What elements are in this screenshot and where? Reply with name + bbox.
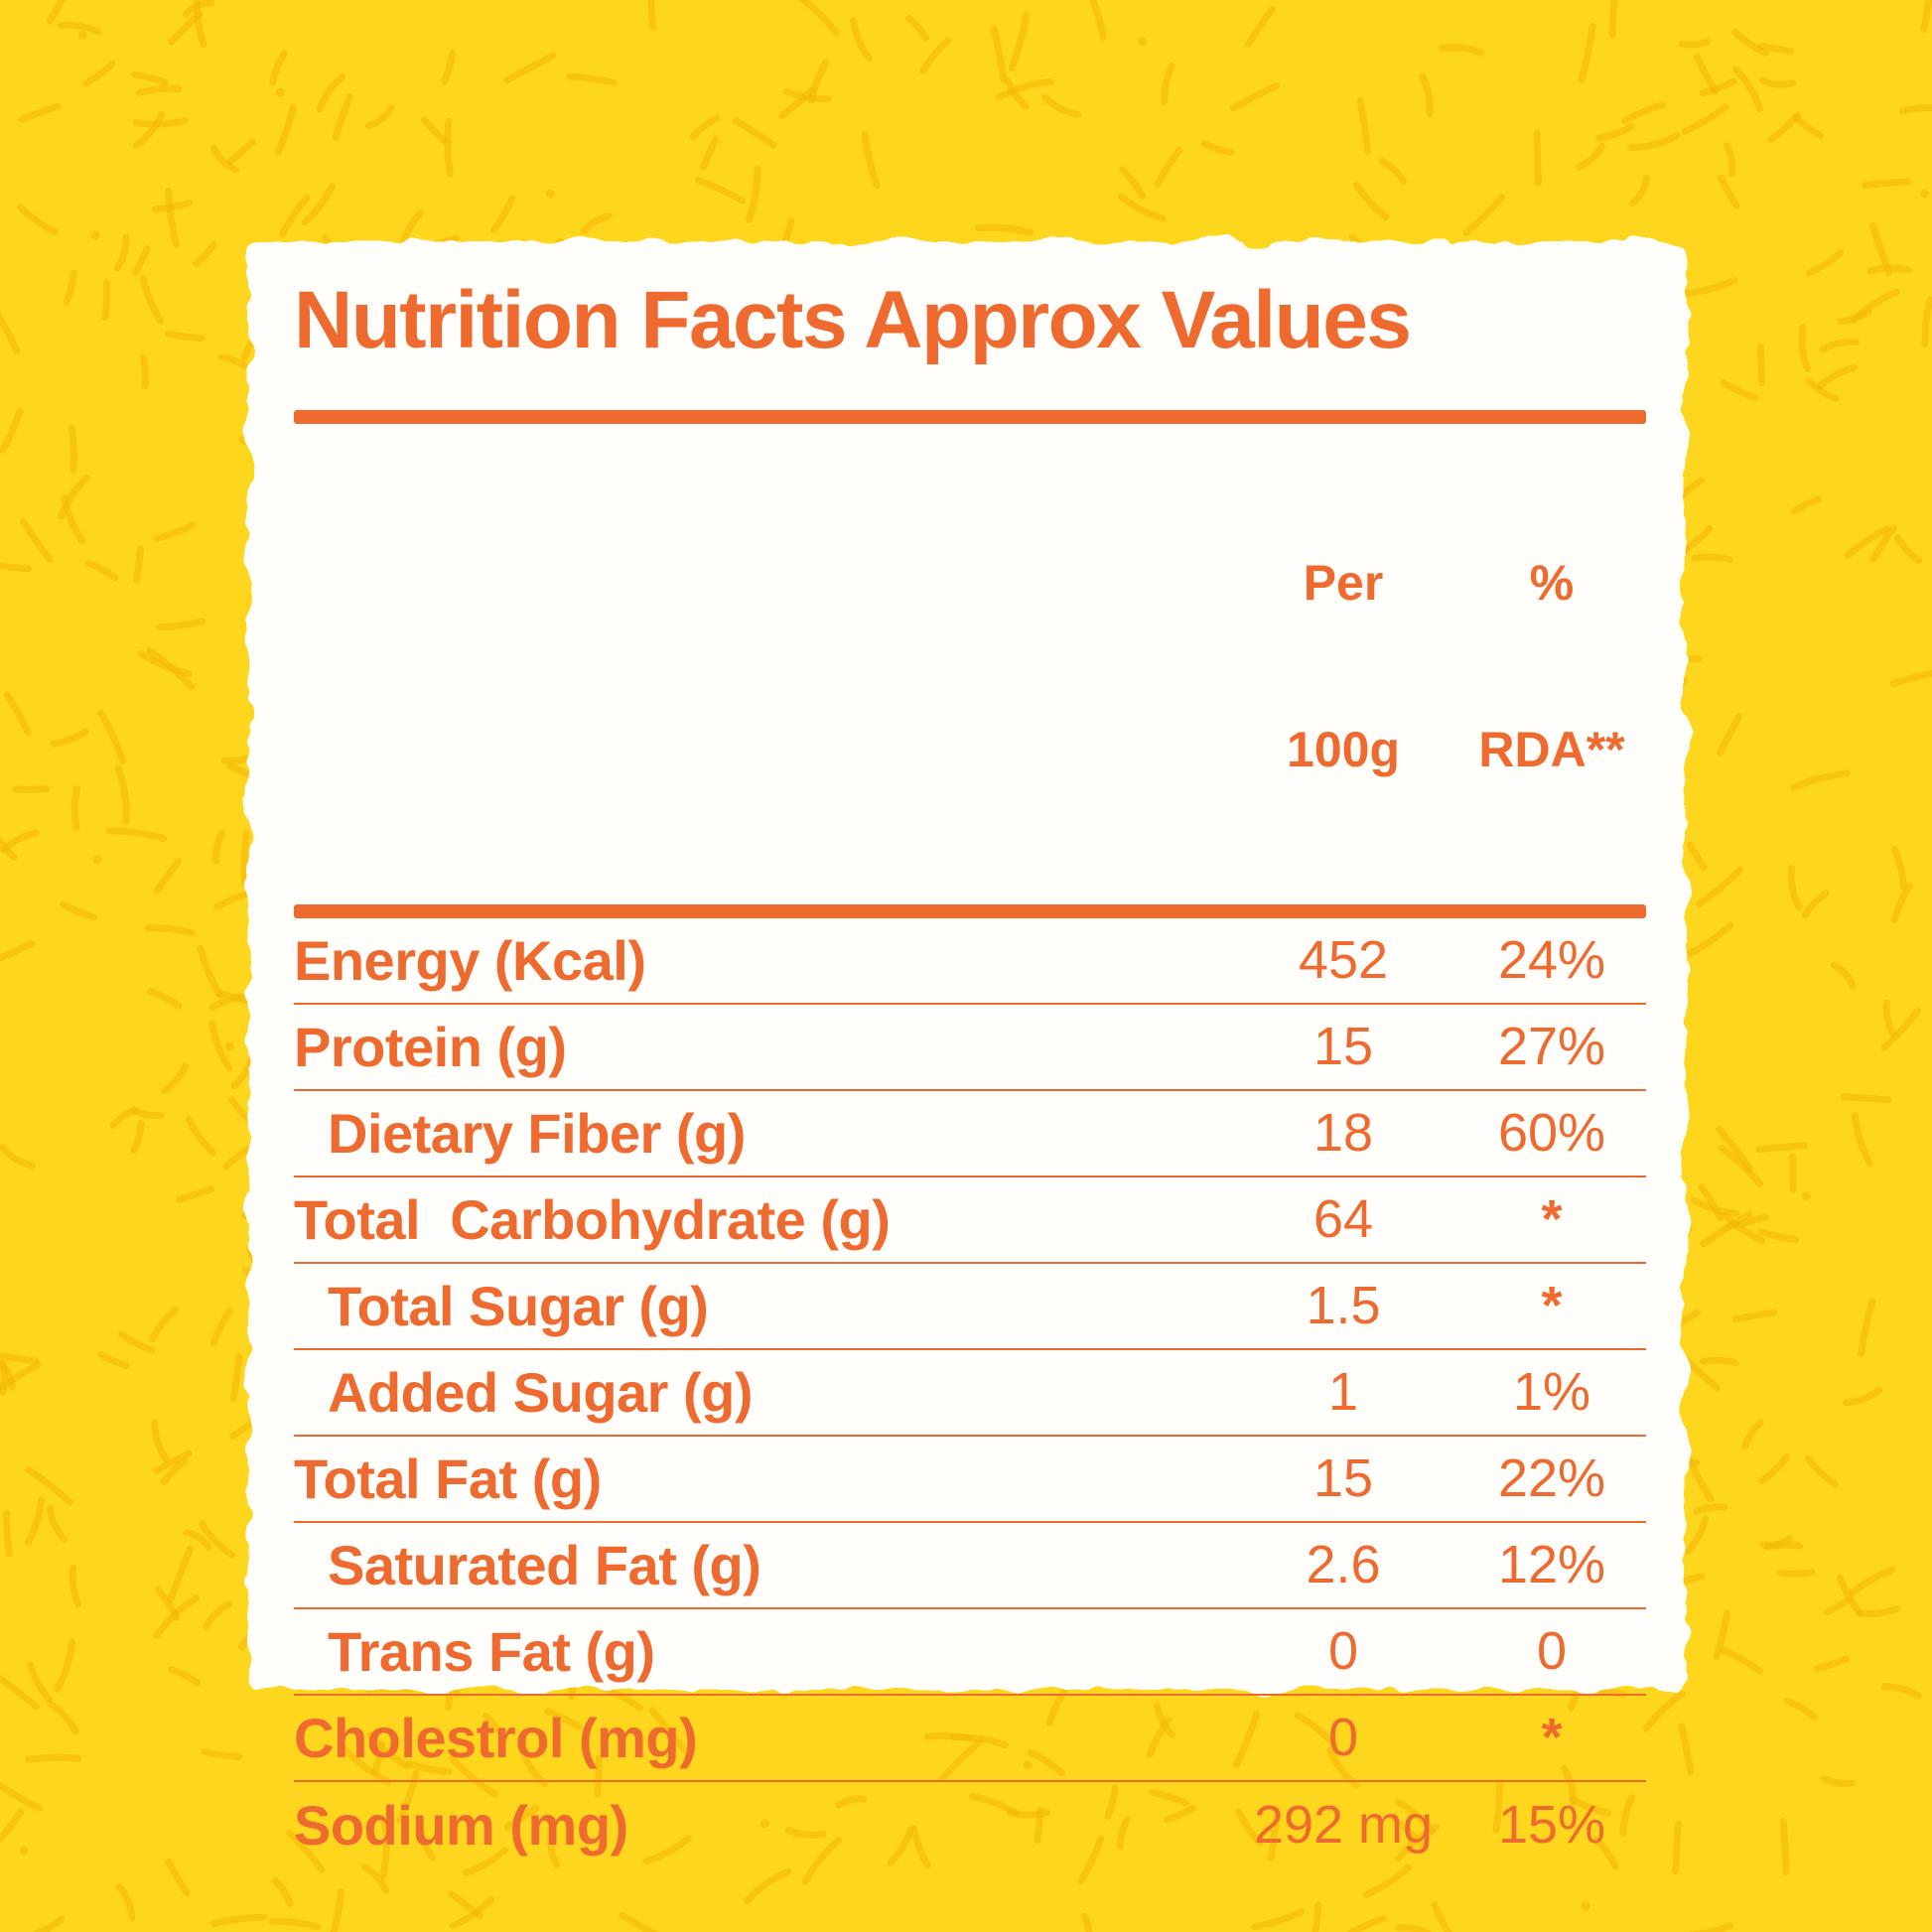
divider-top-thick [294,409,1646,424]
table-row-protein: Protein (g) 15 27% [294,1005,1646,1091]
per-100g-value: 452 [1298,930,1389,991]
rda-label: RDA** [1478,721,1625,777]
table-row-total-carbohydrate: Total Carbohydrate (g) 64 * [294,1177,1646,1264]
percent-label: % [1529,554,1575,611]
label-content: Nutrition Facts Approx Values Per 100g %… [248,241,1686,1932]
per-100g-value: 2.6 [1306,1535,1381,1595]
nutrient-label: Cholestrol (mg) [294,1706,698,1769]
per-100g-value: 292 mg [1253,1795,1434,1856]
table-row-energy: Energy (Kcal) 452 24% [294,918,1646,1005]
per-100g-value: 15 [1312,1017,1374,1077]
table-row-added-sugar: Added Sugar (g) 1 1% [294,1350,1646,1437]
table-row-dietary-fiber: Dietary Fiber (g) 18 60% [294,1091,1646,1177]
nutrient-label: Total Sugar (g) [328,1274,709,1337]
rda-percent-value: 12% [1497,1535,1606,1595]
rda-percent-value: 22% [1497,1449,1606,1509]
rda-percent-value: 24% [1497,930,1606,991]
per-100g-value: 1 [1327,1362,1359,1423]
rda-percent-value: * [1541,1708,1563,1768]
table-row-saturated-fat: Saturated Fat (g) 2.6 12% [294,1523,1646,1609]
rda-percent-value: * [1541,1276,1563,1336]
rda-percent-value: 15% [1497,1795,1606,1856]
nutrient-label: Energy (Kcal) [294,928,646,992]
nutrient-label: Sodium (mg) [294,1793,628,1857]
per-100g-value: 64 [1312,1189,1374,1250]
torn-paper-background [248,241,1686,1690]
per-100g-value: 0 [1327,1708,1359,1768]
per-unit-label: 100g [1287,721,1400,777]
nutrient-label: Added Sugar (g) [328,1360,754,1424]
table-row-trans-fat: Trans Fat (g) 0 0 [294,1609,1646,1696]
nutrient-label: Total Fat (g) [294,1447,602,1510]
nutrient-label: Dietary Fiber (g) [328,1101,746,1165]
divider-header-thick [294,903,1646,918]
per-label: Per [1303,554,1384,611]
table-row-sodium: Sodium (mg) 292 mg 15% [294,1782,1646,1868]
label-panel: Nutrition Facts Approx Values Per 100g %… [248,241,1686,1857]
column-header-rda: % RDA** [1457,444,1646,889]
rda-percent-value: 60% [1497,1103,1606,1164]
table-row-total-fat: Total Fat (g) 15 22% [294,1437,1646,1523]
nutrient-label: Protein (g) [294,1015,567,1078]
column-headers: Per 100g % RDA** [294,424,1646,904]
nutrient-label: Trans Fat (g) [328,1619,655,1683]
rda-percent-value: 1% [1512,1362,1591,1423]
per-100g-value: 0 [1327,1621,1359,1682]
nutrient-label: Saturated Fat (g) [328,1533,761,1596]
per-100g-value: 18 [1312,1103,1374,1164]
page-title: Nutrition Facts Approx Values [294,275,1412,365]
per-100g-value: 1.5 [1306,1276,1381,1336]
table-row-cholestrol: Cholestrol (mg) 0 * [294,1696,1646,1782]
rda-percent-value: 0 [1536,1621,1568,1682]
per-100g-value: 15 [1312,1449,1374,1509]
nutrient-label: Total Carbohydrate (g) [294,1187,891,1251]
rda-percent-value: 27% [1497,1017,1606,1077]
rda-percent-value: * [1541,1189,1563,1250]
nutrition-table: Energy (Kcal) 452 24% Protein (g) 15 27%… [294,918,1646,1868]
table-row-total-sugar: Total Sugar (g) 1.5 * [294,1264,1646,1350]
column-header-per-100g: Per 100g [1229,444,1457,889]
footnote: ** % RDA values established as per ICMR … [294,1890,1646,1932]
